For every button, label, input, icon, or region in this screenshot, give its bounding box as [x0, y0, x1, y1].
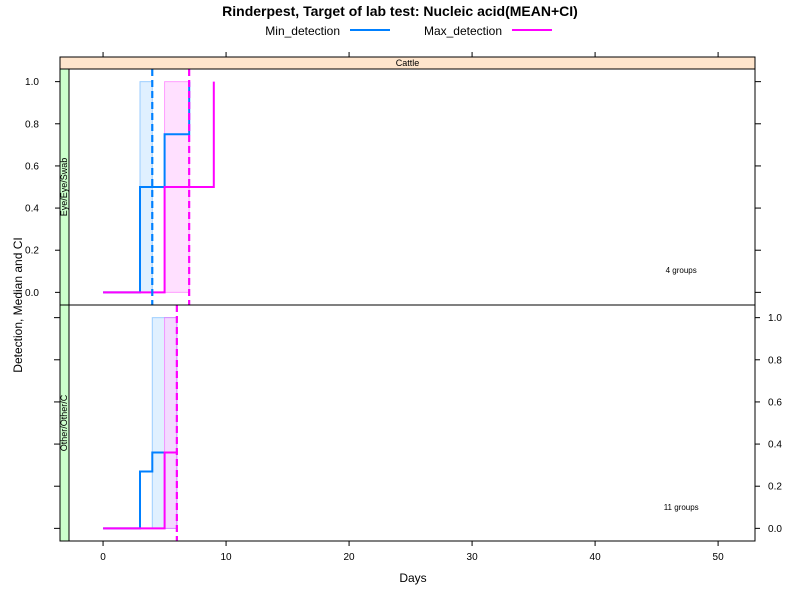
y-tick-label: 1.0 [25, 77, 39, 88]
y-tick-label: 0.6 [25, 161, 39, 172]
chart-body: Cattle 0 10 20 30 40 50 Eye/Eye/Swab 0.0 0.2 0.4 0.… [25, 52, 782, 563]
y-tick-label: 0.0 [768, 524, 782, 535]
x-tick-label: 20 [344, 552, 356, 563]
panel-1: Eye/Eye/Swab 0.0 0.2 0.4 0.6 0.8 1.0 4 groups [25, 68, 761, 306]
y-tick-label: 1.0 [768, 313, 782, 324]
y-tick-label: 0.4 [25, 204, 39, 215]
y-tick-label: 0.0 [25, 288, 39, 299]
series-line-max-detection [103, 81, 215, 294]
y-tick-label: 0.8 [25, 119, 39, 130]
y-tick-label: 0.2 [25, 246, 39, 257]
panel-1-strip-label: Eye/Eye/Swab [59, 158, 69, 217]
legend: Min_detection Max_detection [265, 24, 552, 38]
panel-1-group-count: 4 groups [666, 266, 697, 275]
panel-2-group-count: 11 groups [664, 503, 699, 512]
y-tick-label: 0.4 [768, 440, 782, 451]
panel-2: Other/Other/C 0.0 0.2 0.4 0.6 0.8 1.0 11 groups [54, 304, 782, 542]
x-tick-label: 10 [220, 552, 232, 563]
series-line-max-detection [103, 451, 177, 530]
panel-2-strip-label: Other/Other/C [59, 394, 69, 451]
y-tick-label: 0.6 [768, 397, 782, 408]
column-strip-label: Cattle [396, 58, 420, 68]
x-tick-label: 30 [467, 552, 479, 563]
legend-label-min-detection: Min_detection [265, 24, 340, 38]
y-axis-label: Detection, Median and CI [11, 237, 25, 372]
x-tick-label: 0 [100, 552, 106, 563]
legend-label-max-detection: Max_detection [424, 24, 502, 38]
x-tick-label: 40 [590, 552, 602, 563]
x-axis-label: Days [399, 571, 426, 585]
y-tick-label: 0.2 [768, 482, 782, 493]
chart-title: Rinderpest, Target of lab test: Nucleic … [222, 3, 578, 19]
x-tick-label: 50 [713, 552, 725, 563]
y-tick-label: 0.8 [768, 355, 782, 366]
panel-2-frame [59, 304, 756, 542]
ci-band-max-detection [164, 317, 178, 529]
